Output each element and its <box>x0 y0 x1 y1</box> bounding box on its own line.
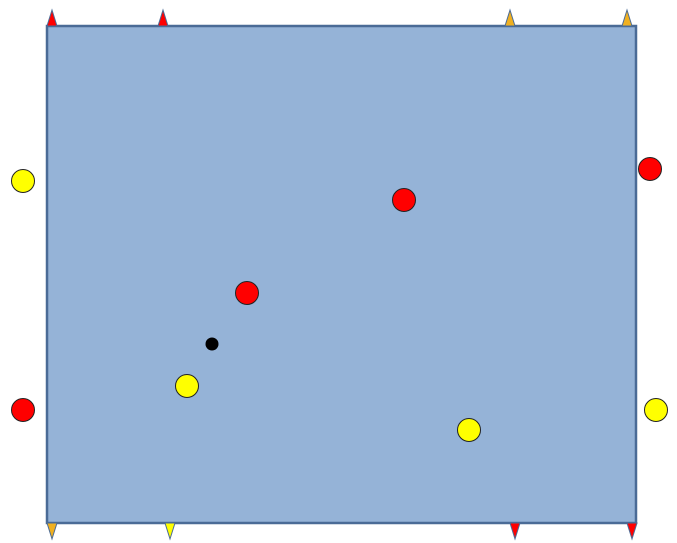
edge-marker-top-3 <box>504 8 516 27</box>
outer-ball-right-upper <box>638 157 662 181</box>
outer-ball-right-lower <box>644 398 668 422</box>
center-point <box>205 337 219 351</box>
edge-marker-bottom-1 <box>46 522 58 541</box>
inner-ball-red-center <box>235 281 259 305</box>
edge-marker-bottom-3 <box>509 522 521 541</box>
inner-ball-red-upper-right <box>392 188 416 212</box>
outer-balls <box>11 157 668 422</box>
edge-marker-bottom-2 <box>164 522 176 541</box>
edge-marker-bottom-4 <box>626 522 638 541</box>
inner-ball-yellow-lower-left <box>175 374 199 398</box>
edge-marker-top-1 <box>46 8 58 27</box>
board <box>45 24 638 525</box>
edge-marker-top-2 <box>157 8 169 27</box>
edge-markers <box>46 8 638 541</box>
inner-ball-yellow-lower-right <box>457 418 481 442</box>
outer-ball-left-lower <box>11 398 35 422</box>
inner-balls <box>175 188 481 442</box>
outer-ball-left-upper <box>11 169 35 193</box>
edge-marker-top-4 <box>621 8 633 27</box>
